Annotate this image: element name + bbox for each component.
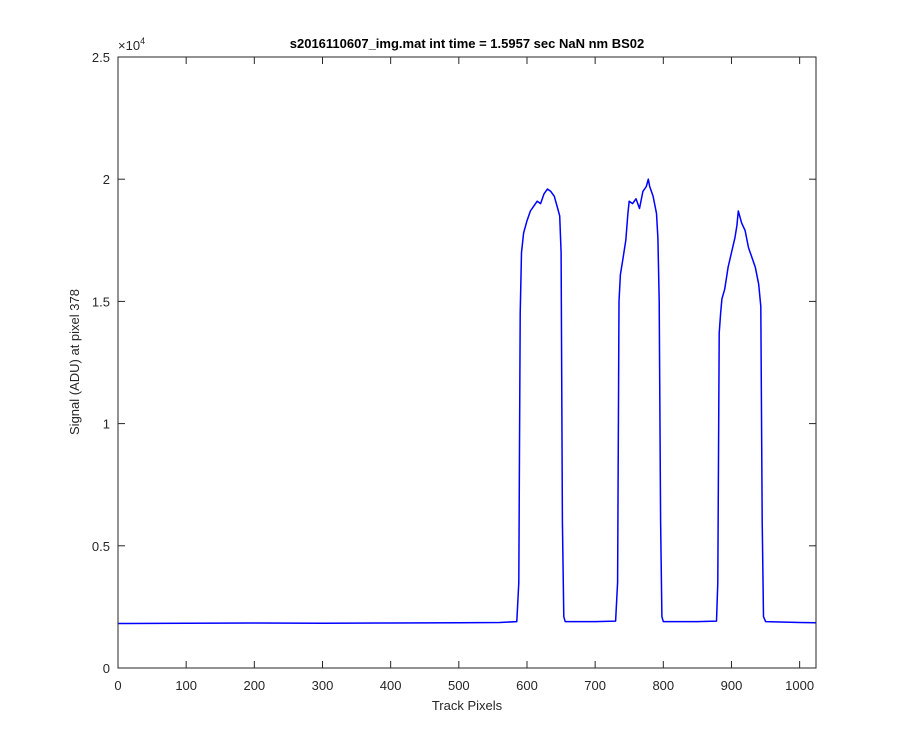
y-axis-title: Signal (ADU) at pixel 378 (67, 289, 82, 435)
x-tick-label: 700 (584, 678, 606, 693)
x-tick-label: 1000 (785, 678, 814, 693)
chart-title: s2016110607_img.mat int time = 1.5957 se… (290, 36, 644, 51)
plot-area (118, 57, 816, 668)
y-tick-label: 2 (103, 172, 110, 187)
y-tick-label: 1.5 (92, 294, 110, 309)
x-tick-label: 100 (175, 678, 197, 693)
axis-ticks (117, 56, 816, 669)
y-tick-label: 2.5 (92, 50, 110, 65)
x-tick-label: 200 (243, 678, 265, 693)
x-axis-title: Track Pixels (432, 698, 503, 713)
y-tick-label: 0.5 (92, 539, 110, 554)
x-tick-label: 400 (380, 678, 402, 693)
x-tick-labels: 0 100 200 300 400 500 600 700 800 900 1000 (114, 678, 814, 693)
y-exponent-label: ×104 (118, 36, 145, 53)
x-tick-label: 800 (652, 678, 674, 693)
y-exponent-base: ×10 (118, 38, 140, 53)
x-tick-label: 300 (312, 678, 334, 693)
series-line (117, 178, 817, 625)
plot-frame (117, 56, 817, 669)
x-tick-label: 900 (721, 678, 743, 693)
x-tick-label: 600 (516, 678, 538, 693)
y-tick-label: 1 (103, 417, 110, 432)
y-exponent-power: 4 (140, 36, 145, 46)
y-tick-labels: 0 0.5 1 1.5 2 2.5 (92, 50, 110, 676)
y-tick-label: 0 (103, 661, 110, 676)
x-tick-label: 0 (114, 678, 121, 693)
x-tick-label: 500 (448, 678, 470, 693)
series-layer (117, 178, 817, 625)
